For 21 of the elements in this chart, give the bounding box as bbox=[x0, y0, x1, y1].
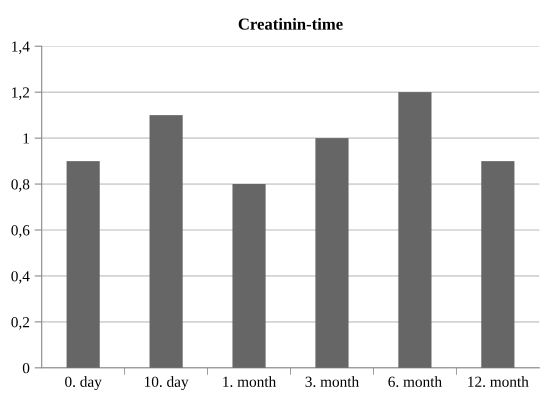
x-tick-label: 12. month bbox=[468, 376, 529, 387]
x-tick-label: 1. month bbox=[223, 376, 276, 387]
y-tick-label: 0,6 bbox=[11, 225, 30, 238]
bar bbox=[315, 138, 349, 368]
bar bbox=[481, 161, 514, 368]
x-tick-label: 6. month bbox=[388, 376, 442, 387]
y-tick-label: 0,2 bbox=[11, 317, 30, 330]
bar bbox=[398, 92, 432, 368]
bar bbox=[66, 161, 100, 368]
x-tick-label: 3. month bbox=[306, 376, 359, 387]
x-tick-label: 10. day bbox=[144, 376, 189, 390]
bar bbox=[232, 184, 266, 368]
y-tick-label: 1,2 bbox=[12, 87, 30, 100]
y-tick-label: 0,4 bbox=[11, 271, 30, 284]
x-tick-label: 0. day bbox=[65, 376, 102, 390]
y-tick-label: 1,4 bbox=[12, 41, 30, 54]
y-tick-label: 0,8 bbox=[11, 179, 30, 192]
chart-title: Creatinin-time bbox=[238, 18, 343, 30]
y-tick-label: 0 bbox=[22, 362, 30, 374]
y-tick-label: 1 bbox=[24, 133, 29, 144]
bar bbox=[150, 115, 183, 368]
